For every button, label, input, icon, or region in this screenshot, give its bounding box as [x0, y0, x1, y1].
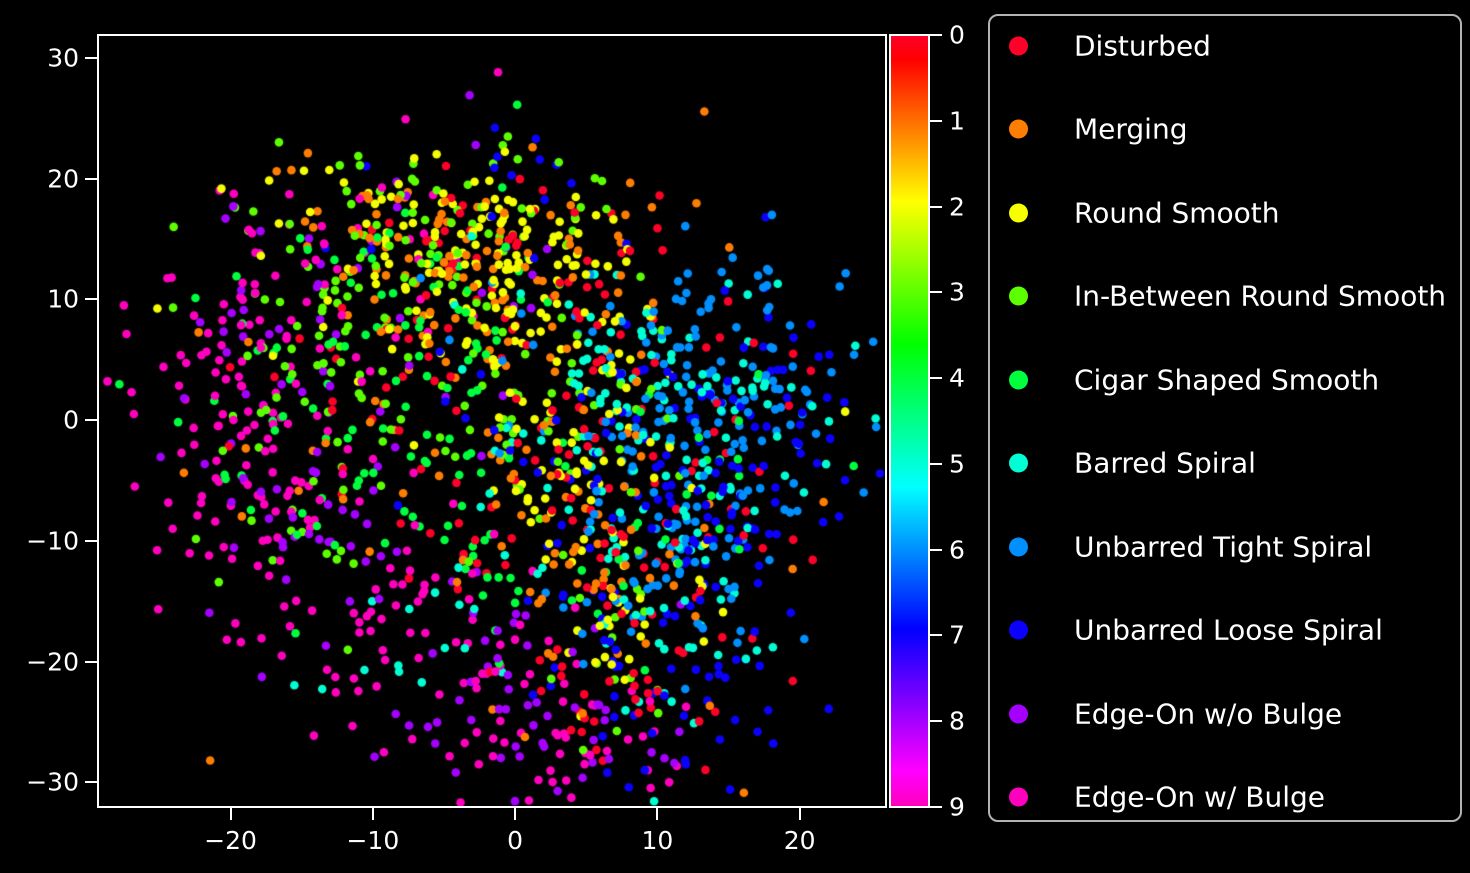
legend-item: In-Between Round Smooth	[990, 276, 1460, 316]
y-tick-label: −30	[26, 767, 79, 797]
colorbar-tick-label: 4	[949, 363, 965, 393]
plot-area	[97, 34, 887, 808]
legend-item: Cigar Shaped Smooth	[990, 360, 1460, 400]
legend-item: Merging	[990, 109, 1460, 149]
y-tick-label: 0	[63, 405, 79, 435]
legend-marker-icon	[1009, 537, 1028, 557]
y-tick	[85, 660, 97, 663]
x-tick-label: 10	[641, 826, 674, 855]
legend-item-label: In-Between Round Smooth	[1074, 279, 1447, 313]
x-tick	[798, 808, 801, 820]
legend-item: Disturbed	[990, 26, 1460, 66]
legend-item: Barred Spiral	[990, 443, 1460, 483]
colorbar-tick	[930, 205, 942, 208]
legend-item-label: Edge-On w/o Bulge	[1074, 697, 1343, 731]
colorbar-tick-label: 3	[949, 277, 965, 307]
x-tick-label: −20	[204, 826, 257, 855]
colorbar-tick	[930, 34, 942, 36]
y-tick-label: 30	[47, 43, 79, 73]
x-tick	[514, 808, 517, 820]
colorbar-tick-label: 5	[949, 449, 965, 479]
colorbar-tick	[930, 634, 942, 637]
scatter-canvas	[99, 36, 885, 806]
x-tick-label: −10	[346, 826, 400, 855]
legend-item: Unbarred Tight Spiral	[990, 527, 1460, 567]
colorbar-tick	[930, 548, 942, 551]
legend-item-label: Disturbed	[1074, 29, 1211, 63]
legend-item: Edge-On w/o Bulge	[990, 694, 1460, 734]
y-tick-label: −10	[26, 526, 79, 556]
legend-item-label: Merging	[1074, 112, 1188, 146]
colorbar-tick	[930, 291, 942, 294]
legend-item: Edge-On w/ Bulge	[990, 777, 1460, 817]
colorbar-tick	[930, 119, 942, 122]
colorbar-gradient	[891, 36, 928, 806]
colorbar-tick-label: 6	[949, 535, 965, 565]
legend-item-label: Edge-On w/ Bulge	[1074, 780, 1326, 814]
y-tick	[85, 298, 97, 301]
colorbar-tick-label: 1	[949, 106, 965, 136]
legend-marker-icon	[1009, 704, 1028, 724]
colorbar-tick-label: 8	[949, 706, 965, 736]
colorbar	[889, 34, 930, 808]
legend-item-label: Cigar Shaped Smooth	[1074, 363, 1380, 397]
colorbar-tick	[930, 462, 942, 465]
y-tick	[85, 781, 97, 784]
x-tick-label: 20	[783, 826, 816, 855]
y-tick	[85, 419, 97, 422]
x-tick-label: 0	[507, 826, 524, 855]
legend: Disturbed Merging Round Smooth In-Between R…	[988, 14, 1462, 822]
y-tick-label: −20	[26, 647, 79, 677]
x-tick	[371, 808, 374, 820]
x-tick	[656, 808, 659, 820]
legend-marker-icon	[1009, 620, 1028, 640]
colorbar-tick	[930, 806, 942, 808]
legend-marker-icon	[1009, 203, 1028, 223]
y-tick-label: 10	[47, 284, 79, 314]
legend-item-label: Unbarred Tight Spiral	[1074, 530, 1373, 564]
colorbar-tick-label: 9	[949, 792, 965, 822]
legend-item-label: Round Smooth	[1074, 196, 1280, 230]
colorbar-tick	[930, 377, 942, 380]
colorbar-tick-label: 0	[949, 20, 965, 50]
x-tick	[229, 808, 232, 820]
colorbar-tick	[930, 720, 942, 723]
colorbar-tick-label: 2	[949, 192, 965, 222]
y-tick	[85, 177, 97, 180]
legend-item-label: Barred Spiral	[1074, 446, 1256, 480]
legend-marker-icon	[1009, 286, 1028, 306]
legend-item: Unbarred Loose Spiral	[990, 610, 1460, 650]
legend-marker-icon	[1009, 119, 1028, 139]
y-tick	[85, 56, 97, 59]
legend-marker-icon	[1009, 36, 1028, 56]
legend-item: Round Smooth	[990, 193, 1460, 233]
colorbar-tick-label: 7	[949, 620, 965, 650]
y-tick	[85, 539, 97, 542]
legend-item-label: Unbarred Loose Spiral	[1074, 613, 1383, 647]
y-tick-label: 20	[47, 164, 79, 194]
legend-marker-icon	[1009, 453, 1028, 473]
legend-marker-icon	[1009, 370, 1028, 390]
legend-marker-icon	[1009, 787, 1028, 807]
